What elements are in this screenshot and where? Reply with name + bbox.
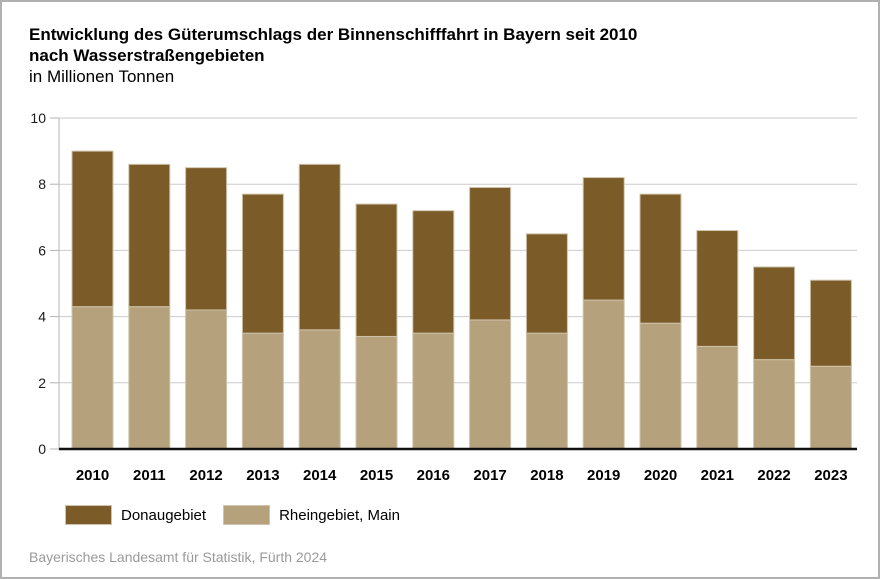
bar-segment-rheingebiet-2013	[241, 332, 284, 450]
chart-legend: Donaugebiet Rheingebiet, Main	[65, 505, 400, 525]
bar-segment-donaugebiet-2013	[241, 193, 284, 334]
bar-segment-donaugebiet-2017	[469, 187, 512, 321]
legend-label-donaugebiet: Donaugebiet	[121, 506, 207, 524]
bar-segment-donaugebiet-2016	[412, 210, 455, 334]
bar-segment-rheingebiet-2010	[71, 306, 114, 450]
title-line-2: nach Wasserstraßengebieten	[29, 46, 265, 65]
x-tick-label-2016: 2016	[417, 467, 450, 484]
bar-segment-rheingebiet-2012	[185, 309, 228, 450]
y-tick-label: 0	[38, 441, 46, 457]
bar-segment-rheingebiet-2018	[525, 332, 568, 450]
y-tick-label: 6	[38, 242, 46, 258]
x-tick-label-2010: 2010	[76, 467, 109, 484]
source-note: Bayerisches Landesamt für Statistik, Für…	[29, 549, 328, 565]
legend-item-donaugebiet: Donaugebiet	[65, 505, 206, 525]
y-tick-label: 8	[38, 176, 46, 192]
bar-segment-donaugebiet-2014	[298, 163, 341, 331]
bar-segment-rheingebiet-2021	[696, 345, 739, 450]
x-tick-label-2018: 2018	[530, 467, 563, 484]
bar-segment-rheingebiet-2011	[128, 306, 171, 450]
bar-segment-rheingebiet-2020	[639, 322, 682, 450]
bar-segment-donaugebiet-2022	[753, 266, 796, 361]
bar-segment-rheingebiet-2017	[469, 319, 512, 450]
bar-segment-donaugebiet-2015	[355, 203, 398, 337]
bar-segment-donaugebiet-2023	[809, 279, 852, 367]
legend-item-rheingebiet: Rheingebiet, Main	[223, 505, 400, 525]
x-tick-label-2023: 2023	[814, 467, 847, 484]
x-tick-label-2021: 2021	[701, 467, 734, 484]
x-tick-label-2020: 2020	[644, 467, 677, 484]
x-tick-label-2015: 2015	[360, 467, 393, 484]
title-block: Entwicklung des Güterumschlags der Binne…	[29, 24, 637, 87]
bar-segment-rheingebiet-2014	[298, 329, 341, 450]
bar-segment-donaugebiet-2012	[185, 167, 228, 311]
bar-segment-rheingebiet-2016	[412, 332, 455, 450]
chart-subtitle: in Millionen Tonnen	[29, 67, 175, 86]
x-tick-label-2017: 2017	[473, 467, 506, 484]
stacked-bar-chart: 0 2 4 6 8 10 2010 2011 2012 2013 2014 2015 2016 2017 2…	[2, 100, 878, 495]
title-line-1: Entwicklung des Güterumschlags der Binne…	[29, 25, 638, 44]
bar-segment-rheingebiet-2022	[753, 359, 796, 450]
x-tick-label-2022: 2022	[757, 467, 790, 484]
bar-segment-rheingebiet-2015	[355, 335, 398, 450]
y-tick-label: 4	[38, 309, 46, 325]
bar-segment-donaugebiet-2020	[639, 193, 682, 324]
bar-segment-donaugebiet-2019	[582, 177, 625, 301]
bar-segment-donaugebiet-2011	[128, 163, 171, 308]
bar-segment-donaugebiet-2018	[525, 233, 568, 334]
y-tick-label: 10	[30, 110, 46, 126]
x-tick-label-2011: 2011	[133, 467, 166, 484]
bar-segment-donaugebiet-2010	[71, 150, 114, 308]
x-tick-label-2013: 2013	[246, 467, 279, 484]
bar-segment-donaugebiet-2021	[696, 230, 739, 347]
chart-canvas: 0 2 4 6 8 10 2010 2011 2012 2013 2014 2015 2016 2017 2…	[30, 110, 857, 484]
x-tick-label-2012: 2012	[189, 467, 222, 484]
x-tick-label-2019: 2019	[587, 467, 620, 484]
bar-segment-rheingebiet-2023	[809, 365, 852, 450]
bar-segment-rheingebiet-2019	[582, 299, 625, 450]
x-tick-label-2014: 2014	[303, 467, 337, 484]
page-title: Entwicklung des Güterumschlags der Binne…	[29, 24, 637, 66]
legend-swatch-rheingebiet	[223, 505, 271, 525]
legend-swatch-donaugebiet	[65, 505, 112, 525]
legend-label-rheingebiet: Rheingebiet, Main	[279, 506, 400, 524]
y-tick-label: 2	[38, 375, 46, 391]
